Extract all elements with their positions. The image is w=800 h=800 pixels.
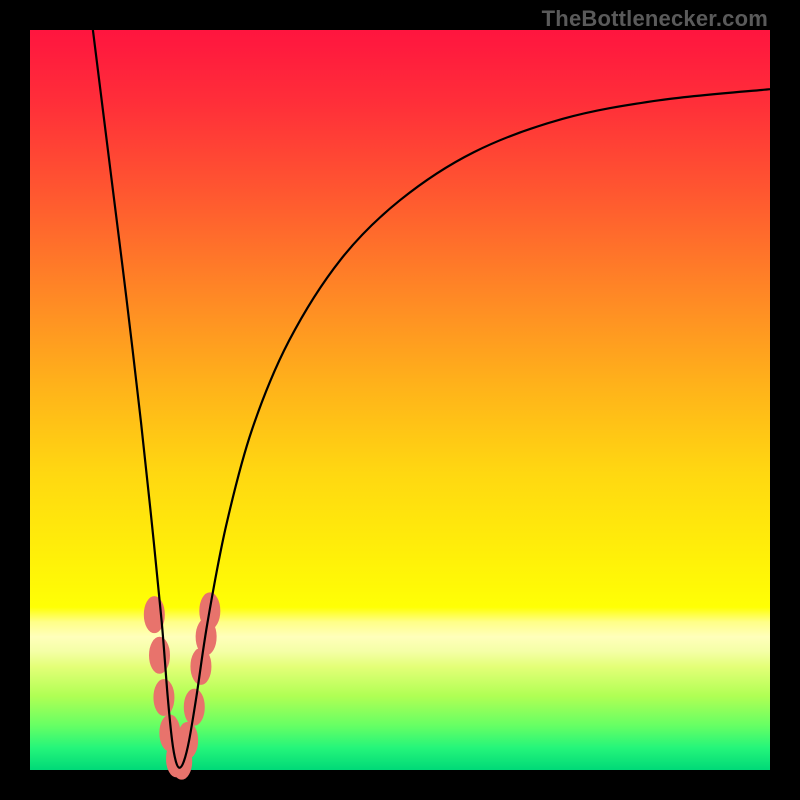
curve-layer <box>30 30 770 770</box>
plot-area <box>30 30 770 770</box>
data-marker <box>178 722 198 758</box>
attribution-text: TheBottlenecker.com <box>542 6 768 32</box>
data-marker <box>154 679 174 715</box>
chart-container: TheBottlenecker.com <box>0 0 800 800</box>
